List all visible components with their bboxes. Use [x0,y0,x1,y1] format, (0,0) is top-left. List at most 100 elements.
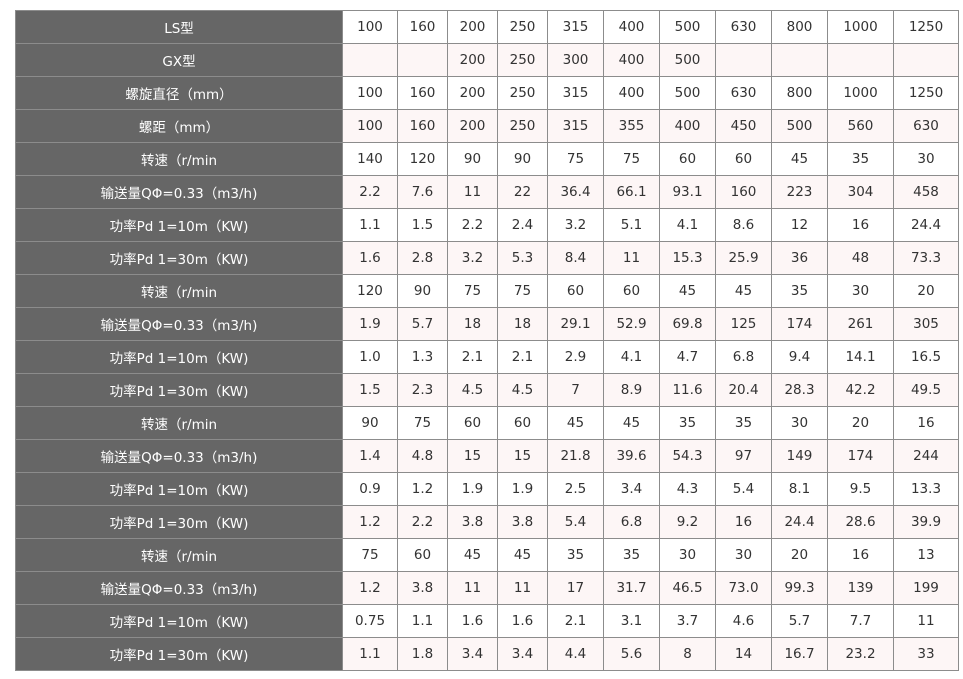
table-cell: 630 [715,10,772,44]
row-header: 螺旋直径（mm） [15,76,343,110]
table-cell: 54.3 [659,439,716,473]
table-cell: 2.5 [547,472,604,506]
table-cell: 3.4 [447,637,498,671]
table-cell: 1.9 [447,472,498,506]
table-cell: 30 [771,406,828,440]
row-header: 功率Pd 1=30m（KW) [15,505,343,539]
table-cell: 15 [447,439,498,473]
table-cell: 36.4 [547,175,604,209]
table-cell: 1.6 [497,604,548,638]
table-cell: 1.8 [397,637,448,671]
table-cell: 35 [547,538,604,572]
table-cell: 22 [497,175,548,209]
row-header: 功率Pd 1=10m（KW) [15,340,343,374]
table-cell: 4.1 [603,340,660,374]
table-cell: 2.2 [397,505,448,539]
row-header: 输送量QΦ=0.33（m3/h) [15,175,343,209]
table-cell: 4.4 [547,637,604,671]
table-cell: 20 [771,538,828,572]
table-cell: 140 [342,142,398,176]
table-cell [827,43,894,77]
row-header: 输送量QΦ=0.33（m3/h) [15,439,343,473]
table-cell: 30 [659,538,716,572]
table-cell: 1.3 [397,340,448,374]
table-cell: 14 [715,637,772,671]
table-cell: 36 [771,241,828,275]
table-cell: 30 [893,142,959,176]
table-cell: 2.1 [447,340,498,374]
table-cell: 250 [497,76,548,110]
row-header: 功率Pd 1=10m（KW) [15,604,343,638]
table-cell: 3.8 [397,571,448,605]
row-header: 转速（r/min [15,538,343,572]
table-cell [715,43,772,77]
row-header: 转速（r/min [15,406,343,440]
table-cell: 500 [659,43,716,77]
table-row: LS型 100 160 200 250 315 400 500 630 800 1000 1250 [15,10,959,44]
table-cell: 139 [827,571,894,605]
table-cell: 1000 [827,76,894,110]
table-cell: 69.8 [659,307,716,341]
table-row: 功率Pd 1=10m（KW) 1.0 1.3 2.1 2.1 2.9 4.1 4.7 6.8 9.… [15,340,959,374]
table-cell: 16 [893,406,959,440]
table-cell: 35 [827,142,894,176]
table-cell: 35 [771,274,828,308]
table-cell: 2.8 [397,241,448,275]
table-cell: 200 [447,10,498,44]
table-cell: 45 [603,406,660,440]
table-cell: 3.8 [497,505,548,539]
table-cell: 160 [397,10,448,44]
table-cell: 31.7 [603,571,660,605]
table-cell: 45 [771,142,828,176]
table-cell: 4.5 [447,373,498,407]
table-cell: 99.3 [771,571,828,605]
table-cell: 9.4 [771,340,828,374]
table-cell: 2.2 [342,175,398,209]
table-cell: 29.1 [547,307,604,341]
table-cell: 90 [397,274,448,308]
row-header: 功率Pd 1=10m（KW) [15,472,343,506]
table-cell: 355 [603,109,660,143]
table-row: 转速（r/min 140 120 90 90 75 75 60 60 45 35 30 [15,142,959,176]
table-cell: 315 [547,109,604,143]
table-cell: 90 [447,142,498,176]
table-cell: 2.1 [547,604,604,638]
table-cell: 60 [603,274,660,308]
table-cell: 261 [827,307,894,341]
table-cell: 45 [447,538,498,572]
table-cell: 16.7 [771,637,828,671]
table-cell: 8.6 [715,208,772,242]
table-cell: 24.4 [771,505,828,539]
table-cell: 100 [342,10,398,44]
table-cell: 500 [659,10,716,44]
table-cell: 97 [715,439,772,473]
table-cell: 5.7 [771,604,828,638]
table-cell: 250 [497,43,548,77]
table-cell: 1250 [893,76,959,110]
table-cell: 1.2 [342,505,398,539]
table-cell: 60 [547,274,604,308]
row-header: 输送量QΦ=0.33（m3/h) [15,571,343,605]
table-cell: 24.4 [893,208,959,242]
table-cell: 4.8 [397,439,448,473]
table-cell: 14.1 [827,340,894,374]
table-cell: 4.5 [497,373,548,407]
table-cell [342,43,398,77]
table-cell [893,43,959,77]
table-row: 输送量QΦ=0.33（m3/h) 1.9 5.7 18 18 29.1 52.9 69.8 12… [15,307,959,341]
table-cell: 3.4 [603,472,660,506]
table-cell: 60 [715,142,772,176]
table-cell: 315 [547,10,604,44]
table-cell: 2.1 [497,340,548,374]
table-cell: 11.6 [659,373,716,407]
table-row: 功率Pd 1=10m（KW) 1.1 1.5 2.2 2.4 3.2 5.1 4.1 8.6 12… [15,208,959,242]
table-cell: 45 [715,274,772,308]
table-cell: 75 [547,142,604,176]
table-cell: 5.6 [603,637,660,671]
table-cell: 8 [659,637,716,671]
table-cell: 120 [397,142,448,176]
table-cell: 300 [547,43,604,77]
table-cell: 30 [827,274,894,308]
table-cell: 5.7 [397,307,448,341]
table-cell: 35 [715,406,772,440]
